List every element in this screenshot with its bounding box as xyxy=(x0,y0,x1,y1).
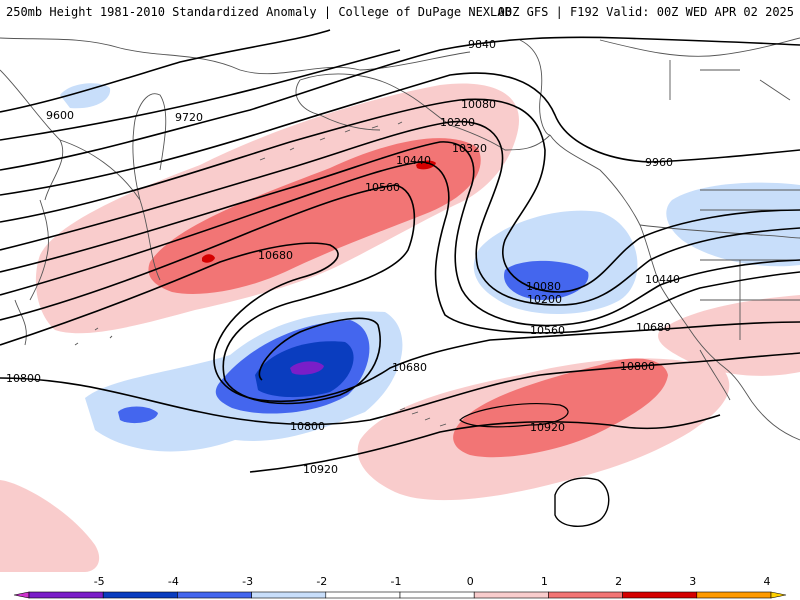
colorbar-swatch xyxy=(102,591,178,599)
anomaly-fill-neg2 xyxy=(504,260,589,300)
contour-10320 xyxy=(0,141,800,327)
contour-label: 10920 xyxy=(303,463,338,476)
contour-10920 xyxy=(249,414,721,473)
colorbar-swatch xyxy=(177,591,252,599)
anomaly-fill-pos3 xyxy=(202,254,215,263)
contour-label: 9600 xyxy=(46,109,74,122)
colorbar-swatch xyxy=(622,591,698,599)
colorbar-label: 0 xyxy=(467,575,474,588)
contour-label: 10800 xyxy=(6,372,41,385)
anomaly-fill-pos2 xyxy=(453,358,668,458)
colorbar-label: 1 xyxy=(541,575,548,588)
contour-9960 xyxy=(0,72,800,196)
map-header: 250mb Height 1981-2010 Standardized Anom… xyxy=(0,0,800,24)
colorbar-label: -1 xyxy=(391,575,402,588)
contour-10680 xyxy=(0,242,800,403)
contour-10440 xyxy=(0,161,800,334)
contour-label: 10080 xyxy=(526,280,561,293)
anomaly-fill-neg4 xyxy=(290,361,324,375)
colorbar-label: -2 xyxy=(316,575,327,588)
contour-label: 10320 xyxy=(452,142,487,155)
colorbar-label: -3 xyxy=(242,575,253,588)
anomaly-fill-pos1 xyxy=(0,480,100,572)
contour-9840 xyxy=(0,36,800,171)
contour-10800 xyxy=(0,352,800,426)
colorbar-swatch xyxy=(325,591,401,599)
colorbar-label: 3 xyxy=(689,575,696,588)
colorbar-swatch xyxy=(473,591,549,599)
anomaly-fill-neg1 xyxy=(60,83,111,109)
contour-label: 9720 xyxy=(175,111,203,124)
anomaly-colorbar: -5-4-3-2-1012345 xyxy=(13,575,787,599)
contour-9600 xyxy=(0,29,331,113)
weather-map: 9600 9720 9840 9960 10080 10200 10320 10… xyxy=(0,29,800,572)
map-title: 250mb Height 1981-2010 Standardized Anom… xyxy=(6,5,512,19)
contour-label: 10440 xyxy=(396,154,431,167)
contour-label: 10680 xyxy=(636,321,671,334)
contour-label: 10680 xyxy=(392,361,427,374)
colorbar-swatch xyxy=(770,591,787,599)
contour-label: 10560 xyxy=(530,324,565,337)
contour-10080 xyxy=(0,98,800,293)
contour-label: 10800 xyxy=(620,360,655,373)
contour-label: 10200 xyxy=(440,116,475,129)
contour-labels: 9600 9720 9840 9960 10080 10200 10320 10… xyxy=(6,38,680,476)
contour-label: 9960 xyxy=(645,156,673,169)
contour-label: 9840 xyxy=(468,38,496,51)
contour-label: 10440 xyxy=(645,273,680,286)
contour-label: 10560 xyxy=(365,181,400,194)
height-contours xyxy=(0,29,800,527)
colorbar-label: 4 xyxy=(764,575,771,588)
colorbar-swatch xyxy=(696,591,772,599)
contour-label: 10920 xyxy=(530,421,565,434)
contour-closed-island xyxy=(554,477,610,527)
contour-label: 10080 xyxy=(461,98,496,111)
colorbar-swatch xyxy=(251,591,327,599)
contour-10920-inner xyxy=(459,403,569,428)
anomaly-fill-neg1 xyxy=(666,182,800,267)
model-run-info: 00Z GFS | F192 Valid: 00Z WED APR 02 202… xyxy=(497,5,794,19)
contour-10560 xyxy=(0,184,416,405)
anomaly-fill-neg2 xyxy=(118,406,158,424)
colorbar-swatch xyxy=(28,591,104,599)
colorbar-swatch xyxy=(13,591,30,599)
contour-label: 10680 xyxy=(258,249,293,262)
contour-9720 xyxy=(0,49,401,141)
positive-anomaly-shading xyxy=(0,83,800,572)
colorbar-labels: -5-4-3-2-1012345 xyxy=(94,575,771,588)
contour-label: 10800 xyxy=(290,420,325,433)
negative-anomaly-shading xyxy=(60,83,800,452)
colorbar-label: 2 xyxy=(615,575,622,588)
colorbar-swatch xyxy=(399,591,475,599)
contour-10200 xyxy=(0,120,800,306)
anomaly-fill-pos2 xyxy=(148,138,481,294)
contour-label: 10200 xyxy=(527,293,562,306)
colorbar-swatch xyxy=(548,591,623,599)
colorbar-swatches xyxy=(13,591,787,599)
colorbar-label: -4 xyxy=(168,575,179,588)
colorbar-label: -5 xyxy=(94,575,105,588)
coastlines xyxy=(0,37,800,441)
